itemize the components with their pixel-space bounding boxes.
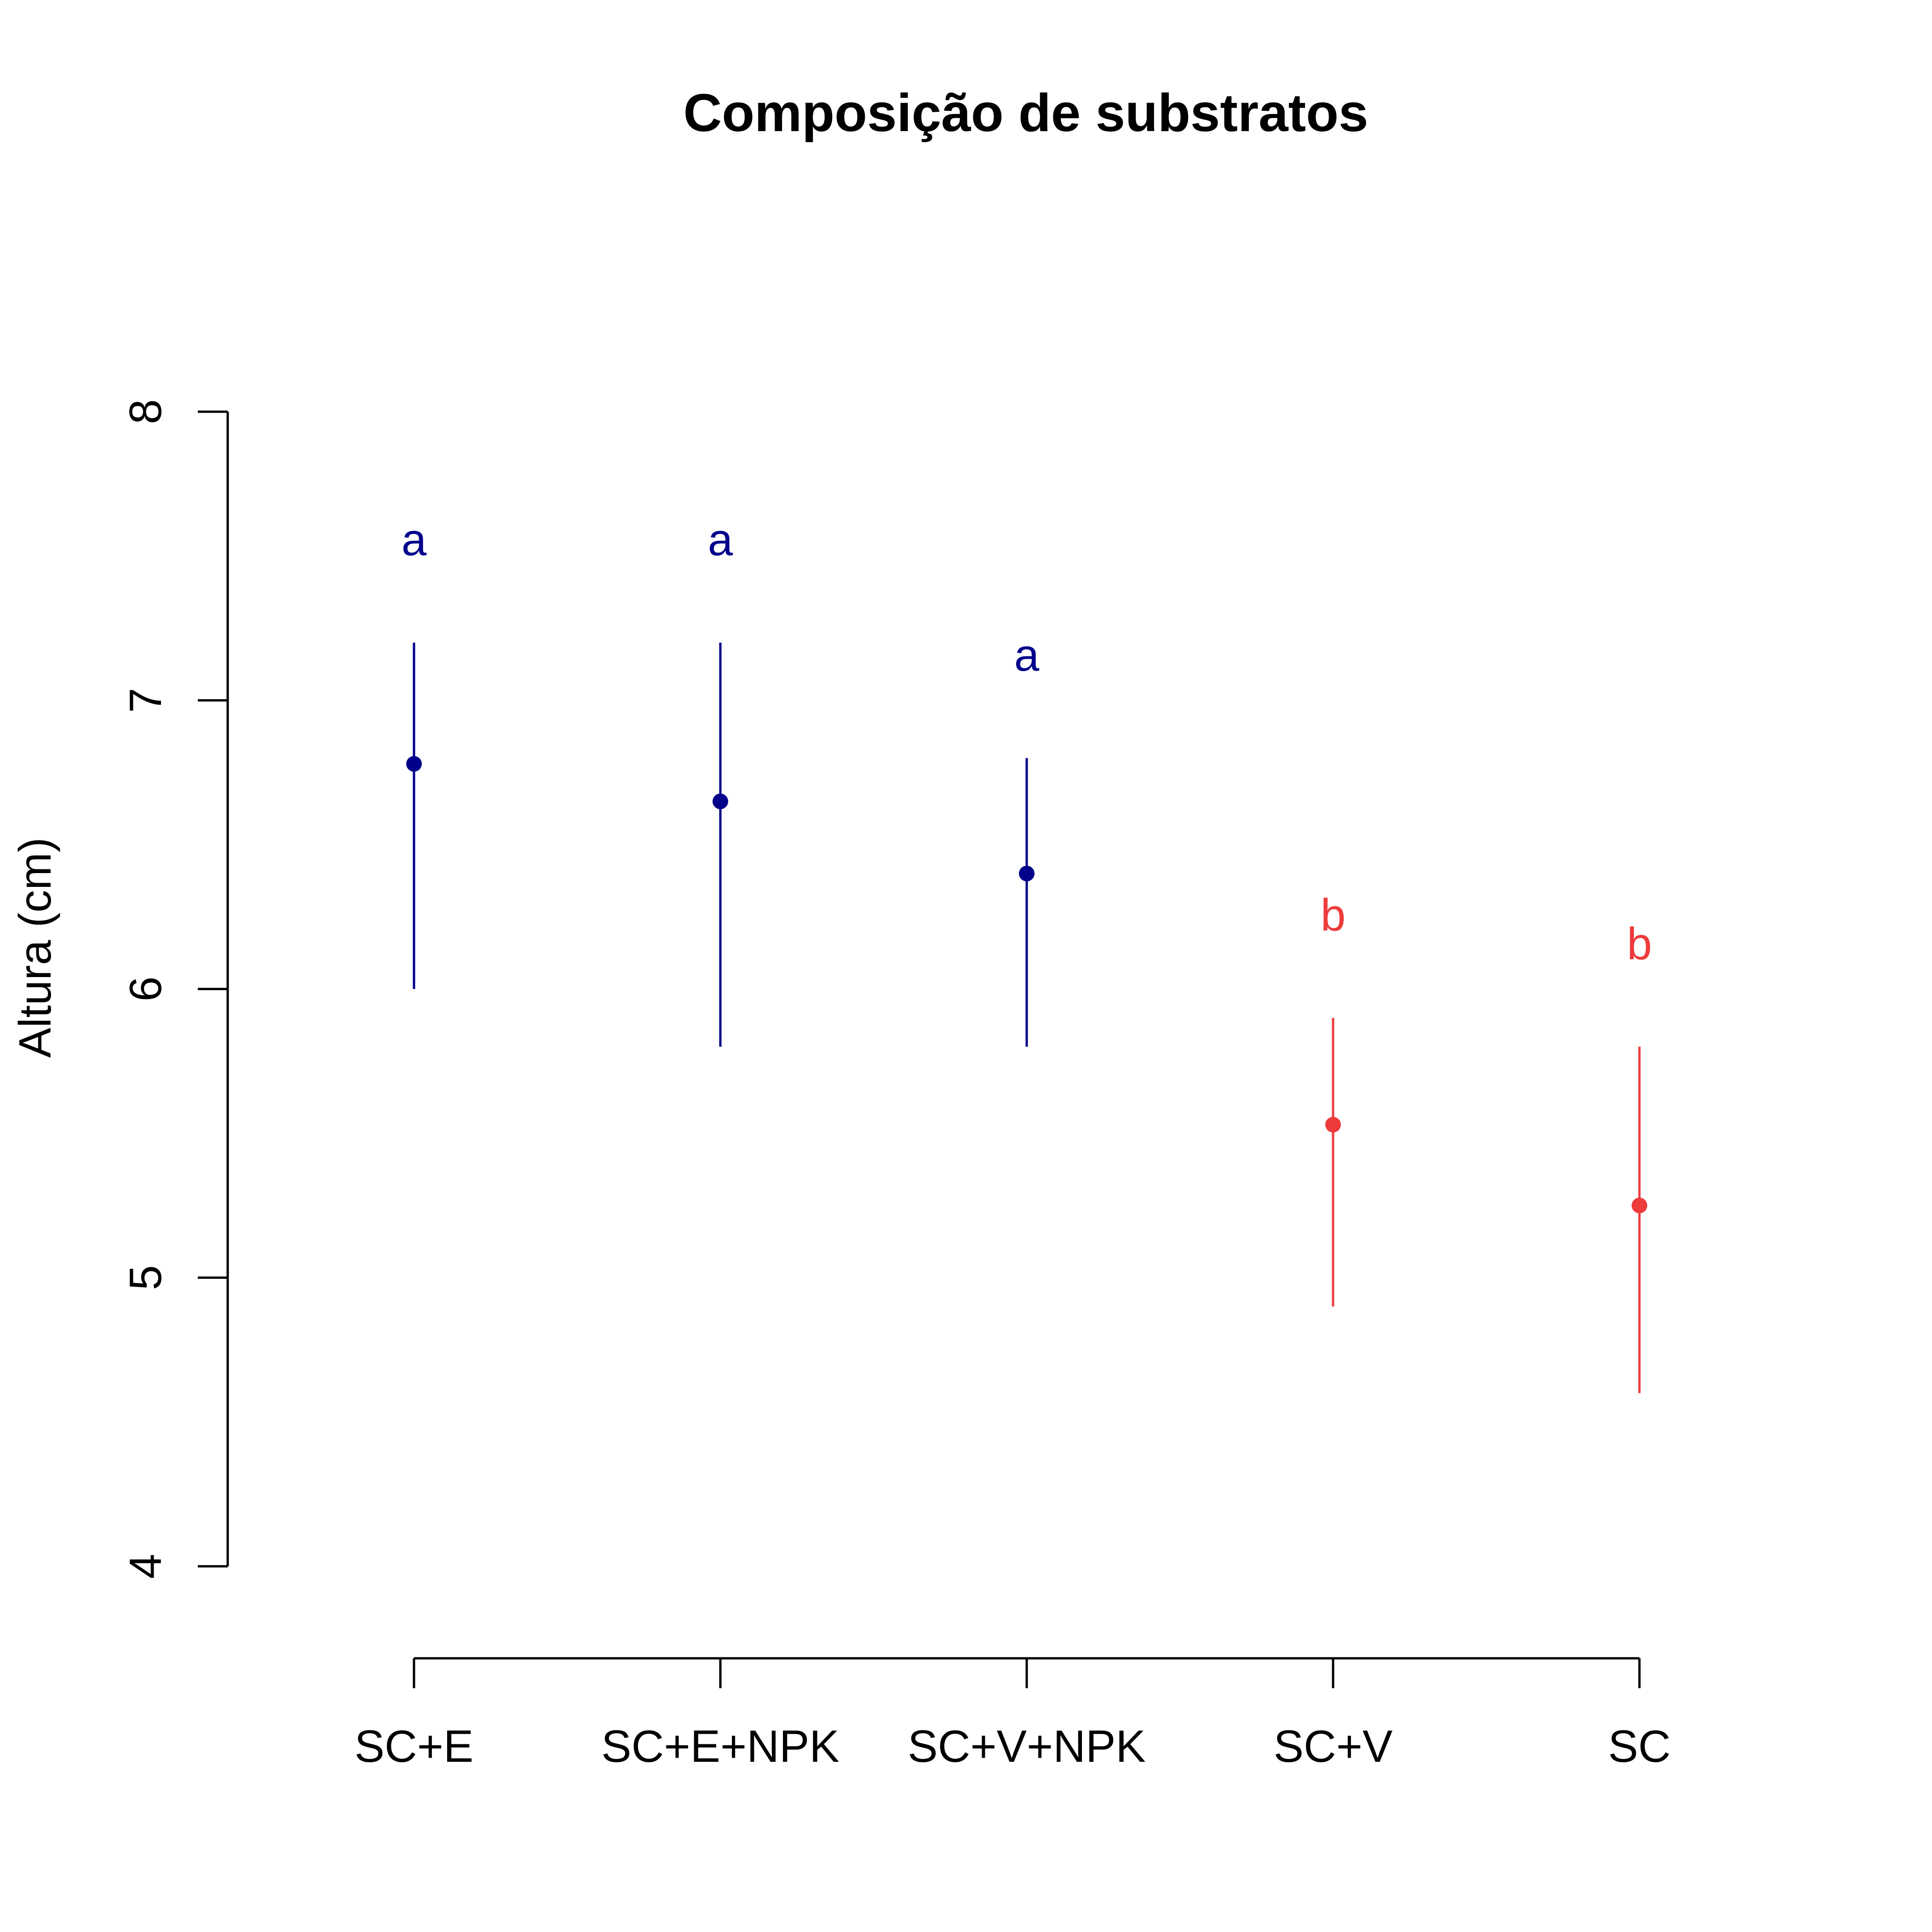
y-tick-label: 5 xyxy=(120,1265,171,1290)
x-tick-label: SC+V+NPK xyxy=(908,1721,1145,1771)
mean-point xyxy=(406,756,422,772)
x-tick-label: SC xyxy=(1608,1721,1671,1771)
group-letter: b xyxy=(1321,890,1346,940)
chart-title: Composição de substratos xyxy=(684,83,1368,143)
y-axis-label: Altura (cm) xyxy=(10,837,60,1058)
group-letter: a xyxy=(402,514,427,565)
y-tick-label: 7 xyxy=(120,688,171,713)
mean-point xyxy=(1325,1116,1341,1133)
y-axis: 4 5 6 7 8 xyxy=(120,399,229,1579)
y-tick-label: 6 xyxy=(120,977,171,1002)
x-tick-label: SC+E+NPK xyxy=(601,1721,839,1771)
x-tick-label: SC+V xyxy=(1274,1721,1393,1771)
mean-point xyxy=(1019,866,1035,881)
data-series: a a a b b xyxy=(402,514,1652,1393)
group-letter: b xyxy=(1627,919,1652,969)
x-tick-label: SC+E xyxy=(355,1721,474,1771)
mean-point xyxy=(1632,1197,1647,1213)
group-letter: a xyxy=(1014,630,1040,680)
x-axis: SC+E SC+E+NPK SC+V+NPK SC+V SC xyxy=(355,1657,1671,1771)
y-tick-label: 4 xyxy=(120,1554,171,1579)
y-tick-label: 8 xyxy=(120,399,171,425)
mean-point xyxy=(713,794,728,810)
group-letter: a xyxy=(708,514,733,565)
